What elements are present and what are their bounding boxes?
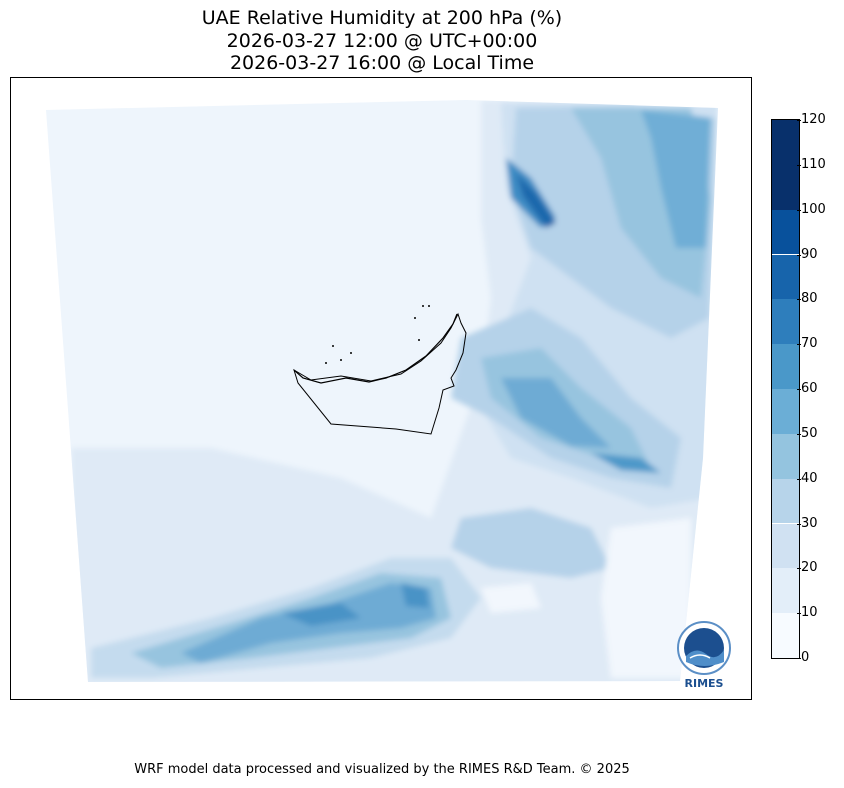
colorbar-tick-label: 90 xyxy=(797,246,818,262)
colorbar-band xyxy=(772,120,799,165)
map-subtitle-utc: 2026-03-27 12:00 @ UTC+00:00 xyxy=(226,30,538,52)
footer-credit: WRF model data processed and visualized … xyxy=(134,762,630,777)
logo-text: RIMES xyxy=(685,677,724,690)
colorbar-tick-label: 80 xyxy=(797,291,818,307)
colorbar-band xyxy=(772,299,799,345)
colorbar-tick-label: 10 xyxy=(797,605,818,621)
colorbar-band xyxy=(772,568,799,614)
humidity-contours xyxy=(71,100,718,682)
map-frame xyxy=(10,77,752,700)
colorbar-band xyxy=(772,613,799,658)
colorbar-tick-label: 0 xyxy=(796,650,810,665)
colorbar-band xyxy=(772,478,799,524)
colorbar-band xyxy=(772,209,799,255)
map-subtitle-local: 2026-03-27 16:00 @ Local Time xyxy=(229,52,535,74)
colorbar-tick-label: 60 xyxy=(797,381,818,396)
colorbar-tick-label: 70 xyxy=(797,336,818,352)
colorbar-tick-label: 50 xyxy=(797,425,818,441)
colorbar-tick-label: 30 xyxy=(797,515,818,531)
colorbar-band xyxy=(772,389,799,434)
colorbar-band xyxy=(772,344,799,389)
uae-coastline xyxy=(293,313,458,384)
colorbar-band xyxy=(772,164,799,210)
colorbar xyxy=(771,119,800,659)
colorbar-tick-label: 20 xyxy=(797,560,818,576)
colorbar-band xyxy=(772,254,799,300)
colorbar-tick-label: 120 xyxy=(797,112,826,127)
colorbar-tick-label: 100 xyxy=(797,201,826,217)
coastal-islands xyxy=(325,305,430,364)
rimes-logo: RIMES xyxy=(677,621,731,690)
colorbar-band xyxy=(772,433,799,479)
map-title: UAE Relative Humidity at 200 hPa (%) xyxy=(201,7,563,29)
colorbar-tick-label: 40 xyxy=(797,470,818,486)
colorbar-tick-label: 110 xyxy=(797,156,826,172)
colorbar-band xyxy=(772,523,799,569)
humidity-map xyxy=(46,100,718,682)
